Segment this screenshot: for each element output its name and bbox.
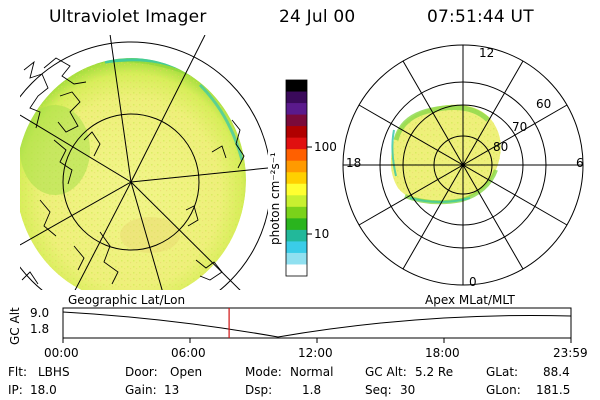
colorbar-cell <box>286 91 307 104</box>
timeline-ymax: 9.0 <box>30 306 50 320</box>
altitude-curve <box>62 311 572 338</box>
colorbar-cell <box>286 195 307 208</box>
colorbar-cell <box>286 160 307 173</box>
colorbar-cell <box>286 114 307 127</box>
coastlines <box>21 57 245 285</box>
dsp-label: Dsp: <box>245 383 273 397</box>
time-tick-1800: 18:00 <box>425 346 460 360</box>
mlat-label-60: 60 <box>536 97 552 111</box>
mode-value: Normal <box>290 365 334 379</box>
colorbar-cell <box>286 206 307 219</box>
gc-alt-value: 5.2 Re <box>415 365 454 379</box>
dsp-value: 1.8 <box>302 383 322 397</box>
instrument-title: Ultraviolet Imager <box>49 7 207 27</box>
apex-caption: Apex MLat/MLT <box>425 293 515 307</box>
uv-emission-disk <box>20 58 246 290</box>
glat-value: 88.4 <box>543 365 570 379</box>
magnetic-polar-plot <box>342 44 584 286</box>
geographic-map <box>20 35 268 290</box>
colorbar-cell <box>286 183 307 196</box>
gc-alt-label: GC Alt: <box>365 365 407 379</box>
glon-label: GLon: <box>486 383 521 397</box>
colorbar-tick-10: 10 <box>314 227 330 241</box>
geographic-caption: Geographic Lat/Lon <box>68 293 186 307</box>
time-tick-2359: 23:59 <box>553 346 588 360</box>
door-value: Open <box>170 365 203 379</box>
seq-label: Seq: <box>365 383 392 397</box>
colorbar-cell <box>286 252 307 266</box>
time-tick-0600: 06:00 <box>171 346 206 360</box>
colorbar-cell <box>286 172 307 185</box>
time-label: 07:51:44 UT <box>427 7 534 27</box>
gain-label: Gain: <box>125 383 157 397</box>
seq-value: 30 <box>400 383 416 397</box>
colorbar-cell <box>286 229 307 243</box>
glon-value: 181.5 <box>536 383 571 397</box>
mlat-label-80: 80 <box>493 140 509 154</box>
colorbar-cell <box>286 264 307 277</box>
mlt-label-18: 18 <box>346 156 362 170</box>
timeline-ymin: 1.8 <box>30 322 50 336</box>
colorbar-cell <box>286 218 307 231</box>
mlat-label-70: 70 <box>512 120 528 134</box>
mlt-label-12: 12 <box>479 46 495 60</box>
ip-value: 18.0 <box>30 383 57 397</box>
gc-alt-axis-label: GC Alt <box>8 307 22 345</box>
mode-label: Mode: <box>245 365 282 379</box>
time-tick-1200: 12:00 <box>298 346 333 360</box>
mlt-label-6: 6 <box>576 156 584 170</box>
time-tick-0000: 00:00 <box>44 346 79 360</box>
colorbar-cell <box>286 137 307 150</box>
ip-label: IP: <box>8 383 23 397</box>
date-label: 24 Jul 00 <box>279 7 356 27</box>
colorbar-cell <box>286 241 307 254</box>
colorbar-cell <box>286 126 307 139</box>
colorbar-unit-label: photon cm⁻²s⁻¹ <box>268 152 282 245</box>
filter-label: Flt: <box>8 365 27 379</box>
glat-label: GLat: <box>486 365 519 379</box>
mlt-label-0: 0 <box>469 275 477 289</box>
door-label: Door: <box>125 365 158 379</box>
gain-value: 13 <box>164 383 180 397</box>
intensity-colorbar <box>285 79 312 277</box>
altitude-timeline <box>62 307 572 343</box>
colorbar-tick-100: 100 <box>314 140 337 154</box>
filter-value: LBHS <box>38 365 70 379</box>
colorbar-cell <box>286 149 307 162</box>
colorbar-cell <box>286 80 307 93</box>
colorbar-cell <box>286 103 307 116</box>
